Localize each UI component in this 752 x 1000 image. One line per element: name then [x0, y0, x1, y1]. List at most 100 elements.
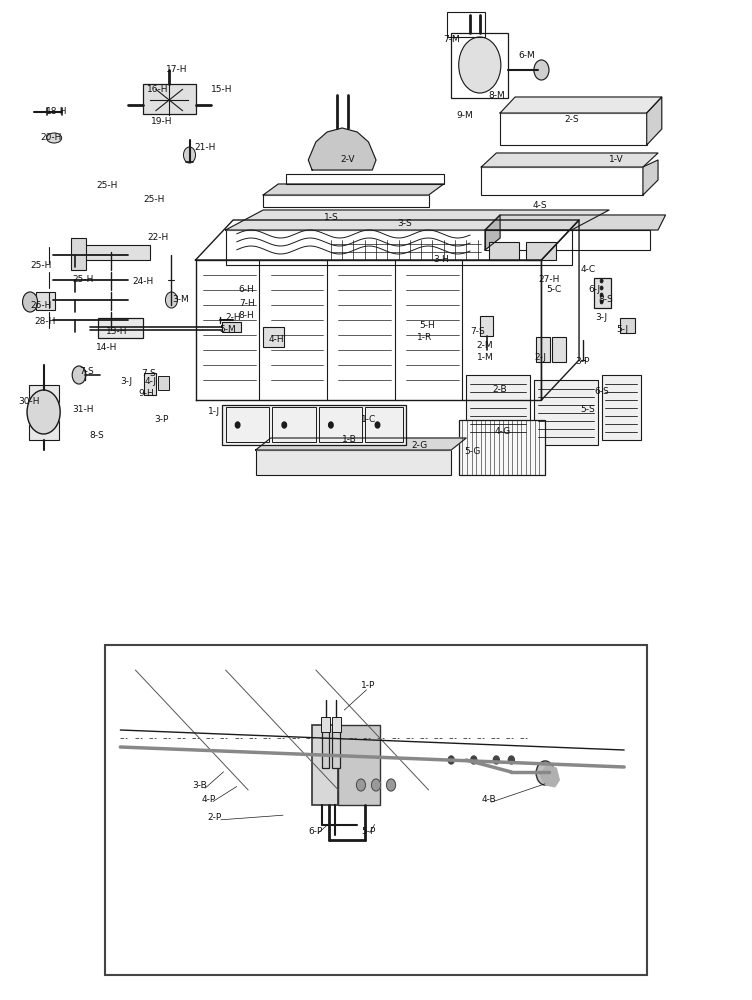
Bar: [552, 337, 566, 362]
Text: 26-H: 26-H: [31, 300, 52, 310]
Text: 8-S: 8-S: [89, 430, 104, 440]
Polygon shape: [485, 215, 500, 250]
Bar: [489, 242, 519, 260]
Text: 2-S: 2-S: [564, 115, 579, 124]
Circle shape: [387, 779, 396, 791]
Bar: [526, 242, 556, 260]
Text: 5-J: 5-J: [616, 326, 628, 334]
Text: 22-H: 22-H: [147, 233, 168, 242]
Text: 6-S: 6-S: [594, 387, 609, 396]
Bar: [272, 407, 316, 442]
Bar: [71, 238, 86, 270]
Polygon shape: [541, 220, 579, 400]
Circle shape: [508, 756, 514, 764]
Circle shape: [165, 292, 177, 308]
Text: 2-P: 2-P: [208, 812, 221, 822]
Bar: [485, 230, 650, 250]
Bar: [321, 717, 330, 732]
Text: 1-J: 1-J: [208, 408, 220, 416]
Text: 27-H: 27-H: [538, 275, 559, 284]
Circle shape: [493, 756, 499, 764]
Text: 30-H: 30-H: [18, 397, 39, 406]
Text: 4-S: 4-S: [532, 200, 547, 210]
Text: 2-J: 2-J: [534, 354, 546, 362]
Text: 3-B: 3-B: [192, 780, 207, 790]
Bar: [36, 292, 55, 310]
Bar: [256, 450, 451, 475]
Polygon shape: [500, 97, 662, 113]
Bar: [534, 380, 598, 445]
Bar: [143, 84, 196, 114]
Circle shape: [600, 293, 603, 297]
Bar: [98, 318, 143, 338]
Bar: [263, 327, 284, 347]
Circle shape: [356, 779, 365, 791]
Text: 9-M: 9-M: [456, 110, 473, 119]
Text: 14-H: 14-H: [96, 344, 117, 353]
Text: 5-C: 5-C: [547, 286, 562, 294]
Text: 3-J: 3-J: [596, 312, 608, 322]
Text: 6-M: 6-M: [518, 50, 535, 60]
Text: 25-H: 25-H: [72, 275, 93, 284]
Bar: [466, 375, 530, 440]
Bar: [29, 385, 59, 440]
Text: 7-S: 7-S: [79, 367, 94, 376]
Circle shape: [235, 422, 240, 428]
Text: 6-P: 6-P: [308, 828, 323, 836]
Circle shape: [27, 390, 60, 434]
Circle shape: [448, 756, 454, 764]
Text: 17-H: 17-H: [166, 66, 187, 75]
Polygon shape: [540, 765, 559, 787]
Bar: [459, 420, 545, 475]
Text: 9-H: 9-H: [139, 388, 154, 397]
Text: 25-H: 25-H: [97, 180, 118, 190]
Bar: [481, 167, 643, 195]
Circle shape: [183, 147, 196, 163]
Text: 28-H: 28-H: [35, 318, 56, 326]
Text: 3-P: 3-P: [154, 416, 169, 424]
Text: 20-H: 20-H: [41, 133, 62, 142]
Bar: [79, 245, 150, 260]
Text: 6-J: 6-J: [588, 286, 600, 294]
Bar: [105, 645, 647, 975]
Text: 7-S: 7-S: [141, 368, 156, 377]
Bar: [144, 373, 156, 395]
Text: 19-H: 19-H: [151, 117, 172, 126]
Circle shape: [375, 422, 380, 428]
Text: 1-S: 1-S: [323, 214, 338, 223]
Bar: [451, 33, 508, 98]
Text: 8-S: 8-S: [598, 296, 613, 304]
Text: 24-H: 24-H: [132, 277, 153, 286]
Text: 3-J: 3-J: [120, 377, 132, 386]
Text: 7-M: 7-M: [443, 35, 459, 44]
Bar: [263, 195, 429, 207]
Polygon shape: [643, 160, 658, 195]
Polygon shape: [647, 97, 662, 145]
Text: 3-H: 3-H: [433, 255, 448, 264]
Circle shape: [536, 761, 554, 785]
Text: 3-S: 3-S: [397, 220, 412, 229]
Text: 5-H: 5-H: [420, 320, 435, 330]
Polygon shape: [196, 220, 579, 260]
Text: 1-V: 1-V: [609, 155, 624, 164]
Text: 2-B: 2-B: [493, 385, 508, 394]
Text: 5-M: 5-M: [220, 326, 236, 334]
Text: 4-J: 4-J: [144, 377, 156, 386]
Bar: [319, 407, 362, 442]
Circle shape: [534, 60, 549, 80]
Text: 3-P: 3-P: [575, 358, 590, 366]
Text: 31-H: 31-H: [72, 406, 93, 414]
Text: 1-M: 1-M: [477, 354, 493, 362]
Text: 1-R: 1-R: [417, 332, 432, 342]
Text: 5-G: 5-G: [464, 448, 481, 456]
Text: 18-H: 18-H: [46, 107, 67, 116]
Bar: [500, 113, 647, 145]
Text: 25-H: 25-H: [31, 260, 52, 269]
Bar: [332, 717, 341, 732]
Text: 1-P: 1-P: [361, 680, 376, 690]
Text: 2-G: 2-G: [411, 440, 428, 450]
Circle shape: [72, 366, 86, 384]
Bar: [158, 376, 169, 390]
Text: 13-H: 13-H: [106, 328, 127, 336]
Circle shape: [329, 422, 333, 428]
